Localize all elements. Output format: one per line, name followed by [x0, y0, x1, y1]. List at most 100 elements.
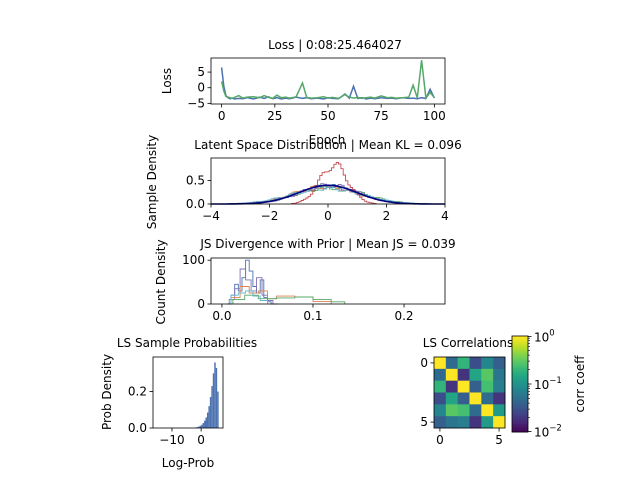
latent-panel: −4 −2 0 2 4 0.0 0.5 Latent Space Distribution …	[145, 135, 462, 229]
x-tick-label: 0	[436, 433, 444, 447]
prob-bar	[215, 367, 218, 428]
prob-bar	[209, 397, 212, 428]
js-histogram	[227, 259, 275, 305]
prob-bar	[205, 417, 207, 428]
x-tick-label: 25	[267, 109, 282, 123]
heatmap-cell	[469, 368, 482, 381]
colorbar-segment	[512, 366, 528, 369]
colorbar-segment	[512, 354, 528, 357]
heatmap-cell	[434, 368, 447, 381]
colorbar-segment	[512, 400, 528, 403]
heatmap-cell	[493, 368, 506, 381]
y-tick-label: 5	[197, 65, 205, 79]
colorbar-segment	[512, 358, 528, 361]
heatmap-cell	[493, 357, 506, 370]
colorbar-tick-exponent: 0	[549, 329, 554, 339]
prob-bar	[202, 423, 205, 428]
prob-xlabel: Log-Prob	[162, 456, 214, 470]
x-tick-label: 0	[324, 209, 332, 223]
loss-title: Loss | 0:08:25.464027	[268, 38, 402, 52]
prob-bar	[211, 386, 213, 428]
colorbar-segment	[512, 380, 528, 383]
prob-bar	[212, 373, 215, 428]
y-tick-label: 0	[197, 297, 205, 311]
colorbar-segment	[512, 338, 528, 341]
axes-frame	[433, 356, 506, 429]
colorbar-segment	[512, 376, 528, 379]
colorbar-segment	[512, 412, 528, 415]
colorbar-segment	[512, 344, 528, 347]
heatmap-cell	[469, 416, 482, 429]
colorbar-segment	[512, 420, 528, 423]
y-tick-label: −5	[187, 96, 205, 110]
loss-xlabel: Epoch	[309, 133, 346, 147]
colorbar-segment	[512, 372, 528, 375]
y-tick-label: 0.2	[128, 385, 147, 399]
colorbar-segment	[512, 362, 528, 365]
heatmap-cell	[434, 392, 447, 405]
y-tick-label: 0.0	[128, 421, 147, 435]
x-tick-label: 100	[423, 109, 446, 123]
heatmap-cell	[445, 404, 458, 417]
y-tick-label: 5	[420, 415, 428, 429]
heatmap-cell	[481, 392, 494, 405]
colorbar-segment	[512, 404, 528, 407]
colorbar-segment	[512, 408, 528, 411]
x-tick-label: −10	[159, 433, 184, 447]
prob-title: LS Sample Probabilities	[117, 336, 257, 350]
x-tick-label: 0	[218, 109, 226, 123]
colorbar-segment	[512, 340, 528, 343]
heatmap-cell	[445, 416, 458, 429]
colorbar-segment	[512, 384, 528, 387]
x-tick-label: 50	[320, 109, 335, 123]
x-tick-label: 4	[441, 209, 449, 223]
prob-bar	[217, 391, 219, 428]
heatmap-cell	[469, 392, 482, 405]
axes-frame	[152, 356, 224, 429]
colorbar-label: corr coeff	[573, 355, 587, 413]
colorbar-segment	[512, 424, 528, 427]
js-plot-area: 0.0 0.1 0.2 0 100	[182, 253, 446, 323]
heatmap-cell	[493, 392, 506, 405]
js-histogram	[232, 294, 346, 304]
y-tick-label: 0	[420, 356, 428, 370]
heatmap-cell	[445, 392, 458, 405]
y-tick-label: 0.0	[186, 197, 205, 211]
y-tick-label: 100	[182, 253, 205, 267]
prob-bar	[214, 362, 216, 428]
prob-bar	[208, 406, 210, 428]
loss-panel: Loss | 0:08:25.464027 0 25 50 75 100−505 Los…	[160, 38, 446, 147]
colorbar-segment	[512, 430, 528, 433]
heatmap-cell	[481, 404, 494, 417]
colorbar-tick-exponent: −1	[549, 376, 562, 386]
js-histogram	[230, 290, 268, 304]
heatmap-cell	[445, 368, 458, 381]
heatmap-cell	[493, 380, 506, 393]
heatmap-cell	[457, 368, 470, 381]
colorbar-segment	[512, 396, 528, 399]
prob-bar	[201, 424, 203, 428]
heatmap-cell	[481, 416, 494, 429]
latent-title: Latent Space Distribution | Mean KL = 0.…	[194, 138, 461, 152]
heatmap-cell	[445, 380, 458, 393]
prior-curve	[211, 184, 445, 205]
x-tick-label: 5	[495, 433, 503, 447]
colorbar-segment	[512, 374, 528, 377]
colorbar-segment	[512, 368, 528, 371]
prob-ylabel: Prob Density	[100, 354, 114, 430]
x-tick-label: 75	[374, 109, 389, 123]
prob-bar	[198, 426, 200, 428]
colorbar-segment	[512, 350, 528, 353]
prob-bar	[204, 420, 206, 428]
colorbar-segment	[512, 370, 528, 373]
prob-bar	[196, 427, 199, 428]
js-ylabel: Count Density	[154, 239, 168, 324]
y-tick-label: 0	[197, 81, 205, 95]
heatmap-cell	[481, 368, 494, 381]
colorbar-segment	[512, 364, 528, 367]
prob-bar	[206, 412, 209, 428]
colorbar-segment	[512, 406, 528, 409]
colorbar-segment	[512, 392, 528, 395]
